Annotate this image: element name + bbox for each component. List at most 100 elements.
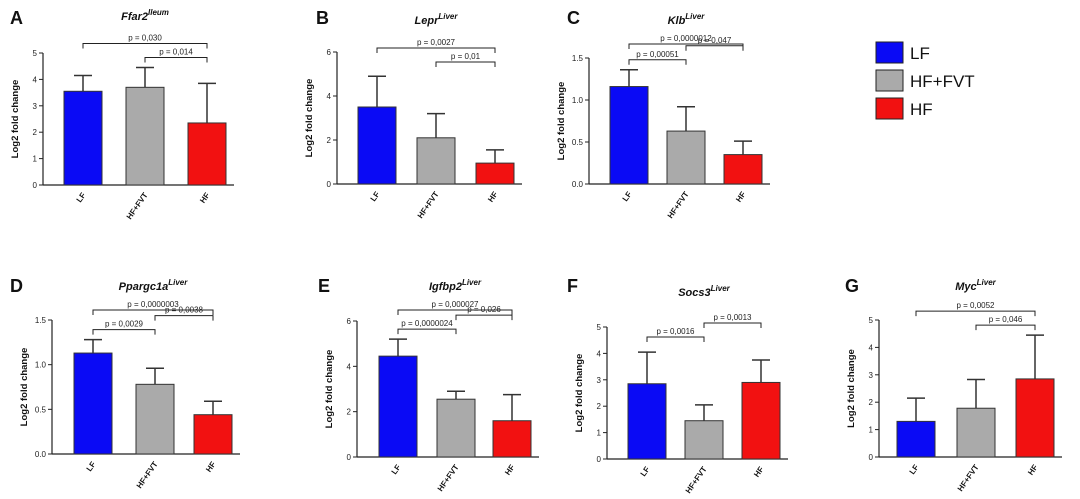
category-label: HF+FVT xyxy=(684,465,709,495)
y-tick-label: 4 xyxy=(597,349,602,358)
significance-bracket xyxy=(376,47,496,53)
y-tick-label: 5 xyxy=(597,323,602,332)
legend: LF HF+FVT HF xyxy=(875,41,975,120)
title-gene: Klb xyxy=(668,15,686,27)
title-tissue: Liver xyxy=(438,12,458,21)
bar-hf-fvt xyxy=(666,130,706,185)
y-tick-label: 4 xyxy=(347,362,352,371)
y-tick-label: 1 xyxy=(597,429,602,438)
category-label: HF xyxy=(734,190,748,204)
p-value-label: p = 0,047 xyxy=(698,36,732,45)
panel-d: D Ppargc1aLiver 0.0 0.5 1.0 1.5 Log2 fold chan… xyxy=(10,276,240,490)
title-tissue: Liver xyxy=(977,278,997,287)
y-tick-label: 0.5 xyxy=(572,138,584,147)
bar-lf xyxy=(609,86,649,185)
legend-swatch xyxy=(875,41,904,64)
bar-lf xyxy=(357,106,397,185)
y-axis-label: Log2 fold change xyxy=(324,350,335,429)
bar-lf xyxy=(63,90,103,186)
p-value-label: p = 0,0029 xyxy=(105,320,144,329)
y-tick-label: 2 xyxy=(33,128,38,137)
y-tick-label: 0 xyxy=(597,455,602,464)
panel-f: F Socs3Liver 0 1 2 3 4 5 Log2 fold change LF HF+FV… xyxy=(567,276,788,495)
category-label: HF xyxy=(204,460,218,474)
y-tick-label: 2 xyxy=(869,398,874,407)
p-value-label: p = 0,0052 xyxy=(956,301,995,310)
significance-bracket xyxy=(397,309,513,315)
category-label: HF xyxy=(486,190,500,204)
y-tick-label: 0 xyxy=(347,453,352,462)
legend-item-hf: HF xyxy=(875,97,933,120)
category-label: LF xyxy=(75,191,88,204)
legend-swatch xyxy=(875,97,904,120)
significance-bracket xyxy=(703,322,762,328)
significance-bracket xyxy=(144,57,208,63)
panel-title: Igfbp2Liver xyxy=(429,278,482,293)
panel-letter: A xyxy=(10,8,23,28)
legend-label: HF+FVT xyxy=(910,72,975,91)
category-label: HF+FVT xyxy=(956,463,981,493)
title-gene: Socs3 xyxy=(678,287,710,299)
category-label: HF+FVT xyxy=(125,191,150,221)
p-value-label: p = 0,0000024 xyxy=(401,319,453,328)
title-gene: Ffar2 xyxy=(121,11,148,23)
category-label: HF xyxy=(198,191,212,205)
bar-lf xyxy=(378,355,418,458)
bar-hf-fvt xyxy=(956,407,996,458)
p-value-label: p = 0,000027 xyxy=(432,300,479,309)
bar-hf xyxy=(1015,378,1055,458)
panel-letter: G xyxy=(845,276,859,296)
significance-bracket xyxy=(646,336,705,342)
y-axis-label: Log2 fold change xyxy=(846,349,857,428)
significance-bracket xyxy=(628,43,744,49)
significance-bracket xyxy=(435,61,496,67)
bar-hf-fvt xyxy=(684,420,724,460)
bar-hf xyxy=(193,414,233,455)
significance-bracket xyxy=(628,59,687,65)
panel-title: Socs3Liver xyxy=(678,284,730,299)
panel-letter: C xyxy=(567,8,580,28)
category-label: LF xyxy=(621,190,634,203)
significance-bracket xyxy=(685,45,744,51)
p-value-label: p = 0,0013 xyxy=(713,313,752,322)
bar-hf-fvt xyxy=(436,398,476,458)
panel-title: KlbLiver xyxy=(668,12,706,27)
bar-lf xyxy=(73,352,113,455)
panel-e: E Igfbp2Liver 0 2 4 6 Log2 fold change LF HF+FVT… xyxy=(318,276,539,493)
category-label: HF+FVT xyxy=(436,463,461,493)
panel-g: G MycLiver 0 1 2 3 4 5 Log2 fold change LF HF+FVT H… xyxy=(845,276,1062,493)
legend-label: HF xyxy=(910,100,933,119)
y-tick-label: 0.0 xyxy=(35,450,47,459)
bar-lf xyxy=(896,420,936,458)
y-tick-label: 1.5 xyxy=(35,316,47,325)
category-label: HF+FVT xyxy=(416,190,441,220)
significance-bracket xyxy=(92,329,156,335)
y-axis-label: Log2 fold change xyxy=(19,348,30,427)
panel-letter: B xyxy=(316,8,329,28)
significance-bracket xyxy=(455,314,513,321)
y-tick-label: 6 xyxy=(347,317,352,326)
significance-bracket xyxy=(82,43,208,49)
y-axis-label: Log2 fold change xyxy=(10,80,21,159)
p-value-label: p = 0,00051 xyxy=(636,50,679,59)
y-tick-label: 5 xyxy=(869,316,874,325)
panel-title: Ppargc1aLiver xyxy=(119,278,189,293)
y-tick-label: 2 xyxy=(597,402,602,411)
y-tick-label: 0.5 xyxy=(35,405,47,414)
y-tick-label: 0 xyxy=(327,180,332,189)
y-tick-label: 2 xyxy=(347,408,352,417)
panel-letter: F xyxy=(567,276,578,296)
bar-lf xyxy=(627,383,667,460)
category-label: LF xyxy=(369,190,382,203)
title-tissue: Liver xyxy=(711,284,731,293)
y-tick-label: 1.0 xyxy=(35,361,47,370)
significance-bracket xyxy=(92,309,214,315)
legend-item-hf-fvt: HF+FVT xyxy=(875,69,975,92)
category-label: HF xyxy=(1026,463,1040,477)
bar-hf xyxy=(492,420,532,458)
panel-c: C KlbLiver 0.0 0.5 1.0 1.5 Log2 fold change LF H… xyxy=(556,8,770,220)
y-tick-label: 5 xyxy=(33,49,38,58)
category-label: HF+FVT xyxy=(135,460,160,490)
bar-hf xyxy=(723,154,763,185)
